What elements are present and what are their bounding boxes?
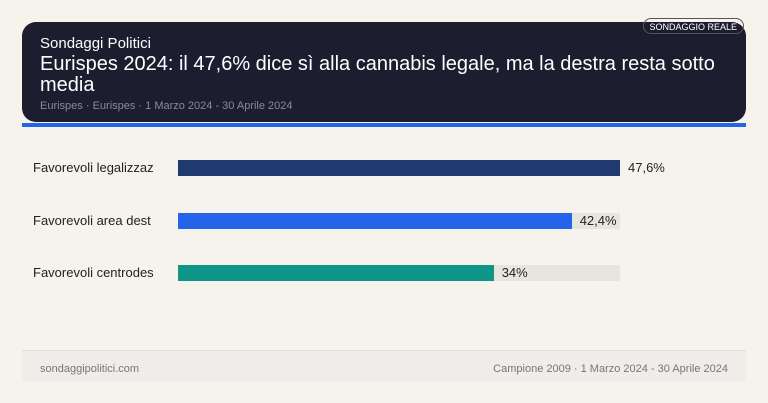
bar-row: Favorevoli centrodes 34% [0, 265, 768, 281]
value-label: 34% [501, 265, 528, 280]
bar [178, 160, 620, 176]
bar-track [178, 265, 620, 281]
bar [178, 265, 494, 281]
bar-track [178, 212, 620, 229]
bar-row: Favorevoli legalizzaz 47,6% [0, 160, 768, 176]
accent-line [22, 123, 746, 127]
category-label: Favorevoli area dest [33, 212, 151, 228]
category-label: Favorevoli legalizzaz [33, 160, 154, 175]
bar-track [178, 160, 620, 176]
footer: sondaggipolitici.com Campione 2009 · 1 M… [22, 350, 746, 382]
badge-label: SONDAGGIO REALE [649, 22, 737, 32]
bar-row: Favorevoli area dest 42,4% [0, 212, 768, 229]
source-meta: Eurispes · Eurispes · 1 Marzo 2024 - 30 … [40, 100, 293, 112]
sample-info: Campione 2009 · 1 Marzo 2024 - 30 Aprile… [493, 363, 728, 375]
value-label: 42,4% [579, 212, 617, 228]
site-link[interactable]: sondaggipolitici.com [40, 363, 140, 375]
real-poll-badge: SONDAGGIO REALE [643, 18, 744, 34]
category-label: Favorevoli centrodes [33, 265, 154, 280]
value-label: 47,6% [628, 160, 665, 175]
page-title: Eurispes 2024: il 47,6% dice sì alla can… [40, 53, 715, 96]
header-card: Sondaggi Politici Eurispes 2024: il 47,6… [22, 22, 746, 122]
bar [178, 212, 572, 229]
brand: Sondaggi Politici [40, 35, 151, 52]
